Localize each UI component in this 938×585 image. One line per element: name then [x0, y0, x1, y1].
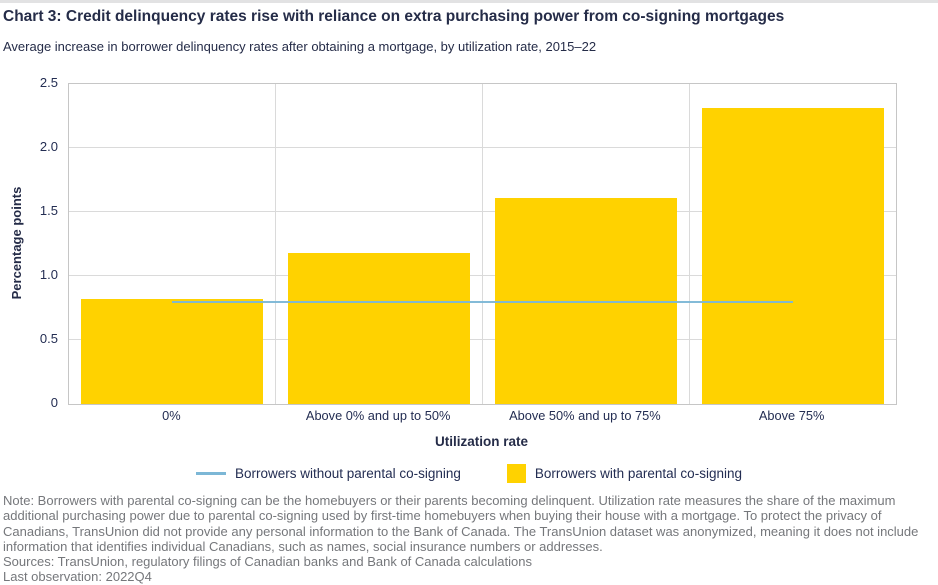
- gridline-vertical: [482, 84, 483, 404]
- bar-1: [288, 252, 471, 404]
- y-axis-tick-label: 1.0: [39, 267, 58, 282]
- y-axis-tick-label: 2.0: [39, 139, 58, 154]
- y-axis-tick-label: 1.5: [39, 203, 58, 218]
- footnotes: Note: Borrowers with parental co-signing…: [3, 493, 936, 585]
- sources-text: Sources: TransUnion, regulatory filings …: [3, 554, 532, 570]
- note-text: Note: Borrowers with parental co-signing…: [3, 493, 919, 554]
- y-axis-tick-label: 0.5: [39, 331, 58, 346]
- y-axis-tick-label: 0: [50, 395, 58, 410]
- bar-swatch-icon: [506, 464, 526, 483]
- legend-item-with-cosigning: Borrowers with parental co-signing: [506, 464, 742, 483]
- y-axis-tick-label: 2.5: [39, 75, 58, 90]
- chart-subtitle: Average increase in borrower delinquency…: [3, 39, 597, 54]
- legend-label-without-cosigning: Borrowers without parental co-signing: [235, 466, 461, 481]
- last-observation-text: Last observation: 2022Q4: [3, 569, 152, 585]
- gridline-vertical: [688, 84, 690, 404]
- legend-item-without-cosigning: Borrowers without parental co-signing: [196, 466, 461, 481]
- chart-title: Chart 3: Credit delinquency rates rise w…: [3, 8, 785, 25]
- gridline-vertical: [275, 84, 277, 404]
- x-axis-tick-label: Above 0% and up to 50%: [305, 408, 451, 423]
- x-axis-title: Utilization rate: [434, 434, 528, 449]
- reference-line: [172, 300, 793, 303]
- line-swatch-icon: [196, 472, 226, 475]
- legend-label-with-cosigning: Borrowers with parental co-signing: [534, 466, 742, 481]
- x-axis-tick-label: 0%: [162, 408, 181, 423]
- legend: Borrowers without parental co-signing Bo…: [0, 464, 938, 483]
- plot-area: [68, 83, 897, 405]
- bar-0: [81, 299, 264, 404]
- x-axis-tick-label: Above 50% and up to 75%: [509, 408, 661, 423]
- bar-3: [701, 108, 884, 404]
- x-axis-tick-label: Above 75%: [758, 408, 825, 423]
- top-border-strip: [0, 0, 938, 3]
- y-axis-title: Percentage points: [9, 186, 24, 300]
